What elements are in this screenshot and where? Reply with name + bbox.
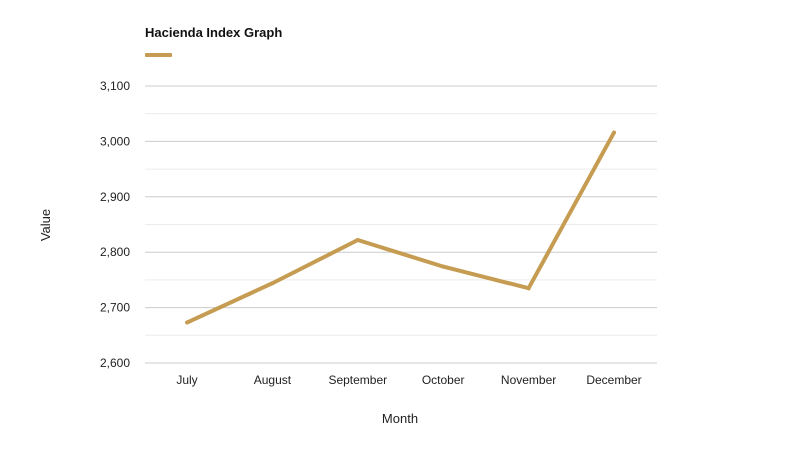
data-point <box>355 238 360 243</box>
x-tick-label: July <box>176 373 197 387</box>
y-tick-label: 2,800 <box>100 245 130 259</box>
x-axis-label: Month <box>382 411 418 426</box>
x-tick-label: November <box>501 373 556 387</box>
data-point <box>526 286 531 291</box>
y-tick-label: 3,100 <box>100 79 130 93</box>
y-tick-label: 2,600 <box>100 356 130 370</box>
y-axis-label: Value <box>38 209 53 241</box>
x-tick-label: October <box>422 373 465 387</box>
x-tick-labels: July August September October November Decemb… <box>176 373 641 387</box>
x-tick-label: September <box>328 373 387 387</box>
data-point <box>441 264 446 269</box>
data-point <box>612 130 616 135</box>
x-tick-label: December <box>586 373 641 387</box>
data-point <box>185 320 189 325</box>
y-tick-label: 2,700 <box>100 301 130 315</box>
y-tick-label: 3,000 <box>100 134 130 148</box>
data-point <box>270 281 275 286</box>
series-line <box>186 131 616 325</box>
chart-title: Hacienda Index Graph <box>145 25 283 40</box>
y-tick-labels: 2,600 2,700 2,800 2,900 3,000 3,100 <box>100 79 130 370</box>
grid-layer <box>145 85 657 364</box>
series-layer <box>185 130 616 325</box>
legend-swatch <box>145 53 172 57</box>
x-tick-label: August <box>254 373 292 387</box>
y-tick-label: 2,900 <box>100 190 130 204</box>
